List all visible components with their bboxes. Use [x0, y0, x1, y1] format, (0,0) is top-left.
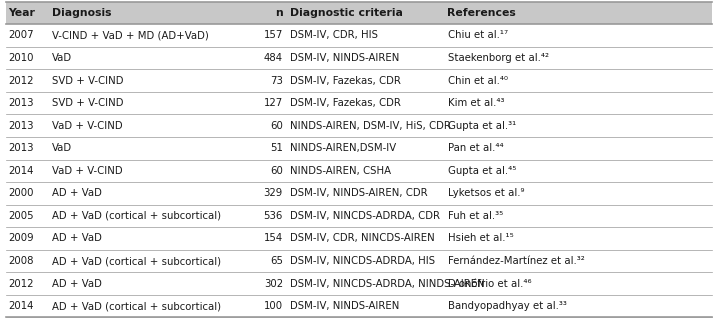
Text: Fuh et al.³⁵: Fuh et al.³⁵ [448, 211, 503, 221]
Text: 2013: 2013 [9, 98, 34, 108]
Text: Gupta et al.⁴⁵: Gupta et al.⁴⁵ [448, 166, 516, 176]
Text: Kim et al.⁴³: Kim et al.⁴³ [448, 98, 504, 108]
Text: 329: 329 [263, 188, 283, 198]
Text: Chiu et al.¹⁷: Chiu et al.¹⁷ [448, 30, 508, 41]
Text: Diagnostic criteria: Diagnostic criteria [290, 8, 403, 18]
Text: Chin et al.⁴⁰: Chin et al.⁴⁰ [448, 76, 508, 85]
Text: DSM-IV, Fazekas, CDR: DSM-IV, Fazekas, CDR [290, 76, 401, 85]
Text: DSM-IV, NINCDS-ADRDA, HIS: DSM-IV, NINCDS-ADRDA, HIS [290, 256, 435, 266]
Text: DSM-IV, CDR, NINCDS-AIREN: DSM-IV, CDR, NINCDS-AIREN [290, 234, 435, 243]
Text: Year: Year [9, 8, 36, 18]
Text: AD + VaD: AD + VaD [52, 188, 102, 198]
Text: NINDS-AIREN, CSHA: NINDS-AIREN, CSHA [290, 166, 391, 176]
Text: Diagnosis: Diagnosis [52, 8, 111, 18]
Text: 73: 73 [270, 76, 283, 85]
Text: AD + VaD (cortical + subcortical): AD + VaD (cortical + subcortical) [52, 301, 221, 311]
Text: SVD + V-CIND: SVD + V-CIND [52, 76, 123, 85]
Text: 484: 484 [263, 53, 283, 63]
Text: Hsieh et al.¹⁵: Hsieh et al.¹⁵ [448, 234, 513, 243]
Text: DSM-IV, NINDS-AIREN: DSM-IV, NINDS-AIREN [290, 53, 400, 63]
Text: n: n [275, 8, 283, 18]
Text: VaD + V-CIND: VaD + V-CIND [52, 121, 122, 131]
Text: 100: 100 [263, 301, 283, 311]
Text: 2000: 2000 [9, 188, 34, 198]
Text: VaD + V-CIND: VaD + V-CIND [52, 166, 122, 176]
Text: DSM-IV, Fazekas, CDR: DSM-IV, Fazekas, CDR [290, 98, 401, 108]
Text: 51: 51 [270, 143, 283, 153]
Text: Lyketsos et al.⁹: Lyketsos et al.⁹ [448, 188, 524, 198]
Text: 60: 60 [270, 166, 283, 176]
Text: NINDS-AIREN, DSM-IV, HiS, CDR: NINDS-AIREN, DSM-IV, HiS, CDR [290, 121, 451, 131]
Text: 2014: 2014 [9, 301, 34, 311]
Bar [6, 2, 712, 24]
Text: 2013: 2013 [9, 121, 34, 131]
Text: 65: 65 [270, 256, 283, 266]
Text: Pan et al.⁴⁴: Pan et al.⁴⁴ [448, 143, 503, 153]
Text: 2008: 2008 [9, 256, 34, 266]
Text: AD + VaD (cortical + subcortical): AD + VaD (cortical + subcortical) [52, 256, 221, 266]
Text: 2014: 2014 [9, 166, 34, 176]
Text: 2013: 2013 [9, 143, 34, 153]
Text: VaD: VaD [52, 53, 72, 63]
Text: Fernández-Martínez et al.³²: Fernández-Martínez et al.³² [448, 256, 584, 266]
Text: D’onófrio et al.⁴⁶: D’onófrio et al.⁴⁶ [448, 278, 531, 289]
Text: 536: 536 [263, 211, 283, 221]
Text: 154: 154 [263, 234, 283, 243]
Text: Bandyopadhyay et al.³³: Bandyopadhyay et al.³³ [448, 301, 566, 311]
Text: 2012: 2012 [9, 278, 34, 289]
Text: 2007: 2007 [9, 30, 34, 41]
Text: 157: 157 [263, 30, 283, 41]
Text: 2012: 2012 [9, 76, 34, 85]
Text: 302: 302 [263, 278, 283, 289]
Text: VaD: VaD [52, 143, 72, 153]
Text: 2009: 2009 [9, 234, 34, 243]
Text: DSM-IV, NINCDS-ADRDA, CDR: DSM-IV, NINCDS-ADRDA, CDR [290, 211, 440, 221]
Text: DSM-IV, NINCDS-ADRDA, NINDS-AIREN: DSM-IV, NINCDS-ADRDA, NINDS-AIREN [290, 278, 485, 289]
Text: 60: 60 [270, 121, 283, 131]
Text: DSM-IV, CDR, HIS: DSM-IV, CDR, HIS [290, 30, 378, 41]
Text: V-CIND + VaD + MD (AD+VaD): V-CIND + VaD + MD (AD+VaD) [52, 30, 208, 41]
Text: Staekenborg et al.⁴²: Staekenborg et al.⁴² [448, 53, 548, 63]
Text: 2010: 2010 [9, 53, 34, 63]
Text: AD + VaD: AD + VaD [52, 234, 102, 243]
Text: DSM-IV, NINDS-AIREN, CDR: DSM-IV, NINDS-AIREN, CDR [290, 188, 427, 198]
Text: 2005: 2005 [9, 211, 34, 221]
Text: NINDS-AIREN,DSM-IV: NINDS-AIREN,DSM-IV [290, 143, 396, 153]
Text: Gupta et al.³¹: Gupta et al.³¹ [448, 121, 516, 131]
Text: 127: 127 [263, 98, 283, 108]
Text: AD + VaD: AD + VaD [52, 278, 102, 289]
Text: DSM-IV, NINDS-AIREN: DSM-IV, NINDS-AIREN [290, 301, 400, 311]
Text: References: References [448, 8, 516, 18]
Text: SVD + V-CIND: SVD + V-CIND [52, 98, 123, 108]
Text: AD + VaD (cortical + subcortical): AD + VaD (cortical + subcortical) [52, 211, 221, 221]
